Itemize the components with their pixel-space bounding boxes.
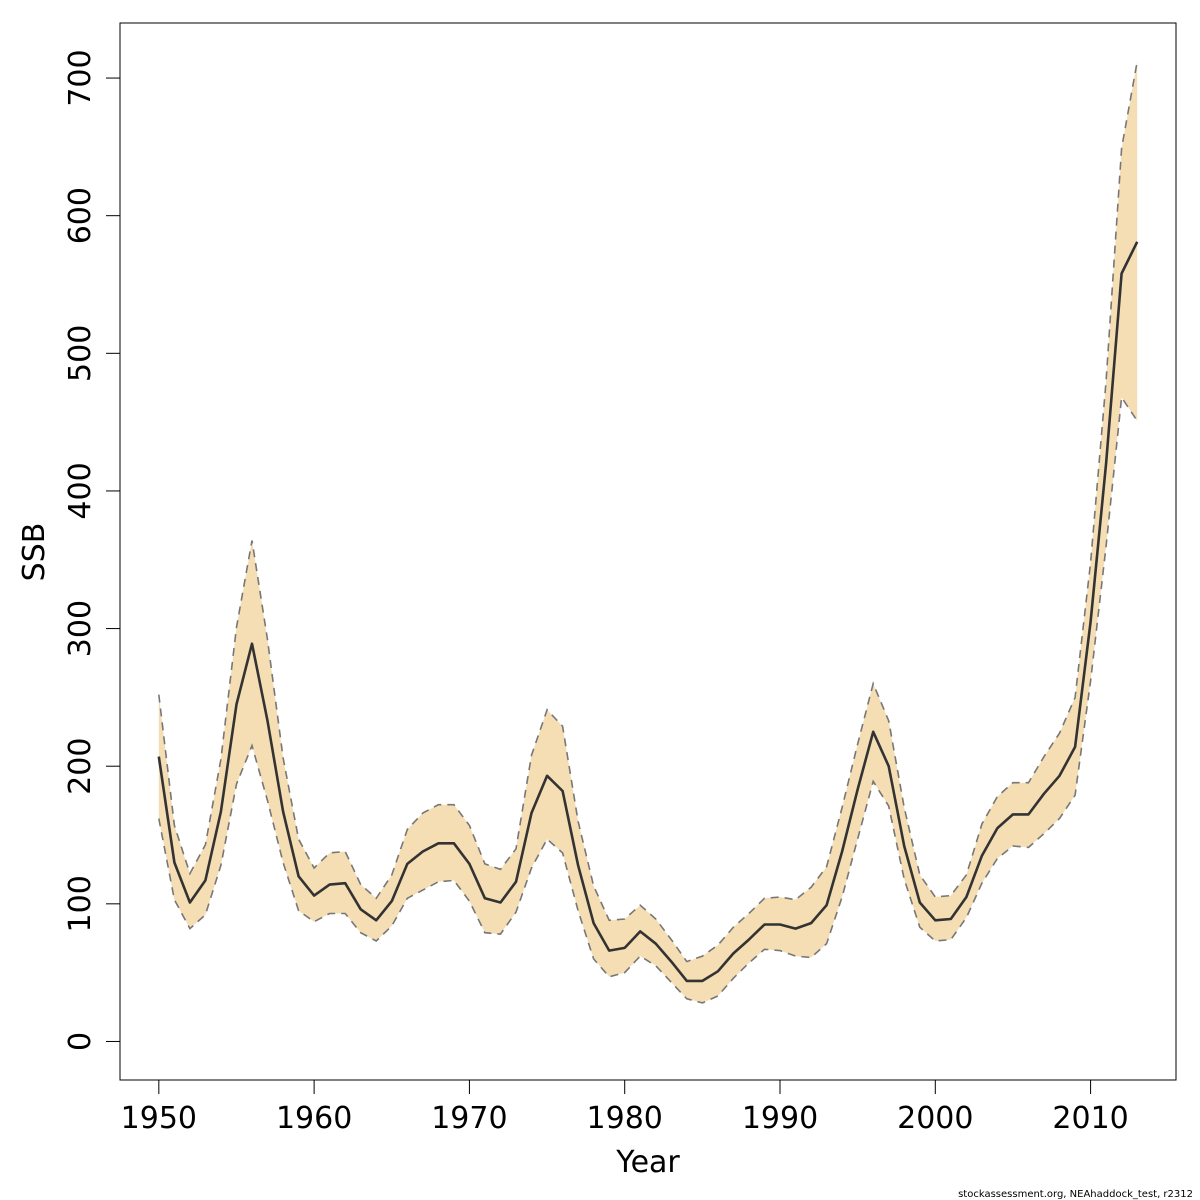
x-tick-label: 1970 <box>431 1101 507 1136</box>
y-tick-label: 100 <box>63 875 98 932</box>
series-line-layer <box>157 61 1139 1004</box>
y-tick-label: 700 <box>63 49 98 106</box>
confidence-band <box>158 61 1138 1003</box>
x-tick-label: 2010 <box>1052 1101 1128 1136</box>
y-tick-label: 200 <box>63 738 98 795</box>
x-axis: 1950 1960 1970 1980 1990 2000 2010 <box>121 1079 1129 1136</box>
ssb-estimate-line <box>157 241 1139 983</box>
x-axis-label: Year <box>615 1145 680 1180</box>
lower-bound-line <box>158 395 1138 1004</box>
y-tick-label: 0 <box>63 1032 98 1051</box>
y-tick-label: 400 <box>63 462 98 519</box>
y-axis: 0 100 200 300 400 500 600 700 <box>63 49 121 1051</box>
y-tick-label: 600 <box>63 187 98 244</box>
x-tick-label: 2000 <box>897 1101 973 1136</box>
y-tick-label: 300 <box>63 600 98 657</box>
x-tick-label: 1960 <box>276 1101 352 1136</box>
x-tick-label: 1980 <box>587 1101 663 1136</box>
upper-bound-line <box>158 61 1138 963</box>
y-axis-label: SSB <box>17 523 52 582</box>
confidence-band-layer <box>158 61 1138 1003</box>
x-tick-label: 1950 <box>121 1101 197 1136</box>
y-tick-label: 500 <box>63 325 98 382</box>
x-tick-label: 1990 <box>742 1101 818 1136</box>
footer-note: stockassessment.org, NEAhaddock_test, r2… <box>958 1189 1193 1200</box>
